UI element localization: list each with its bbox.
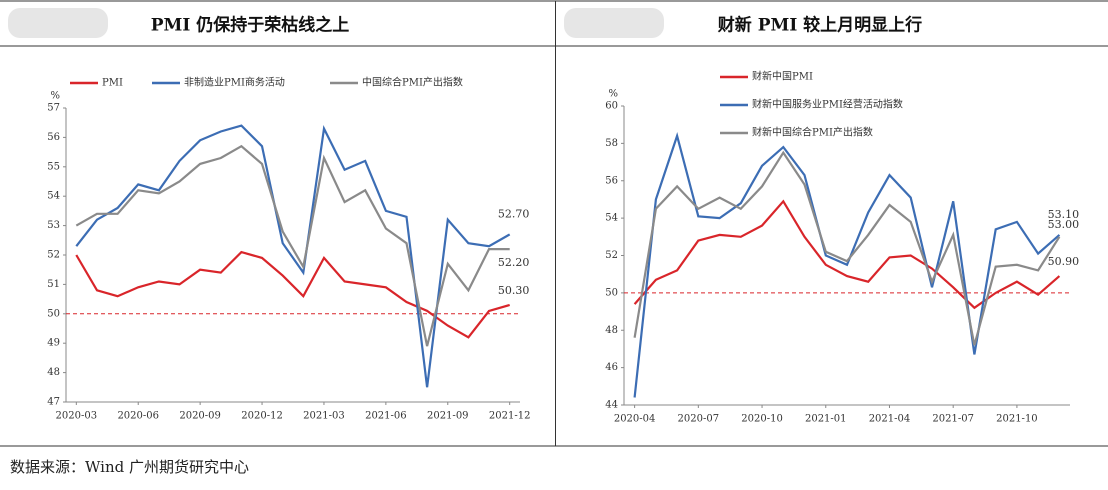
legend-label: 财新中国服务业PMI经营活动指数 xyxy=(752,98,903,111)
series-line xyxy=(633,150,1061,346)
y-tick-label: 53 xyxy=(47,220,60,231)
value-label: 52.20 xyxy=(498,256,530,269)
series-line xyxy=(75,144,510,347)
series-line xyxy=(75,124,511,388)
y-tick-label: 48 xyxy=(47,367,60,378)
header-decoration xyxy=(8,8,108,38)
x-tick-label: 2020-10 xyxy=(741,414,783,425)
y-tick-label: 56 xyxy=(47,132,60,143)
series-line xyxy=(633,132,1061,398)
y-tick-label: 58 xyxy=(605,138,618,149)
y-tick-label: 47 xyxy=(47,397,60,408)
value-label: 53.00 xyxy=(1048,218,1080,231)
x-tick-label: 2021-03 xyxy=(303,411,345,422)
y-tick-label: 54 xyxy=(47,191,60,202)
x-tick-label: 2021-06 xyxy=(365,411,407,422)
y-tick-label: 50 xyxy=(47,308,60,319)
y-tick-label: 51 xyxy=(47,279,60,290)
y-tick-label: 56 xyxy=(605,175,618,186)
x-tick-label: 2020-07 xyxy=(678,414,720,425)
y-tick-label: 57 xyxy=(47,103,60,114)
header-decoration xyxy=(564,8,664,38)
legend-label: 非制造业PMI商务活动 xyxy=(184,76,285,89)
y-tick-label: 46 xyxy=(605,362,618,373)
y-unit: % xyxy=(608,89,618,100)
x-tick-label: 2021-12 xyxy=(489,411,531,422)
y-tick-label: 48 xyxy=(605,325,618,336)
x-tick-label: 2021-07 xyxy=(932,414,974,425)
value-label: 50.30 xyxy=(498,284,530,297)
y-unit: % xyxy=(50,91,60,102)
chart-title: 财新 PMI 较上月明显上行 xyxy=(717,15,922,36)
value-label: 52.70 xyxy=(498,207,530,220)
y-tick-label: 55 xyxy=(47,161,60,172)
legend-label: 中国综合PMI产出指数 xyxy=(362,76,463,89)
value-label: 53.10 xyxy=(1048,208,1080,221)
series-line xyxy=(633,199,1061,310)
source-note: 数据来源：Wind 广州期货研究中心 xyxy=(10,458,249,476)
legend-label: PMI xyxy=(102,78,123,89)
x-tick-label: 2020-06 xyxy=(117,411,159,422)
y-tick-label: 50 xyxy=(605,287,618,298)
y-tick-label: 44 xyxy=(605,400,618,411)
y-tick-label: 52 xyxy=(605,250,618,261)
y-tick-label: 52 xyxy=(47,250,60,261)
y-tick-label: 54 xyxy=(605,213,618,224)
x-tick-label: 2021-10 xyxy=(996,414,1038,425)
chart-title: PMI 仍保持于荣枯线之上 xyxy=(151,15,349,36)
x-tick-label: 2020-12 xyxy=(241,411,283,422)
y-tick-label: 49 xyxy=(47,338,60,349)
legend-label: 财新中国综合PMI产出指数 xyxy=(752,126,873,139)
series-line xyxy=(75,250,511,339)
x-tick-label: 2020-04 xyxy=(614,414,656,425)
x-tick-label: 2021-01 xyxy=(805,414,847,425)
x-tick-label: 2020-03 xyxy=(56,411,98,422)
legend-label: 财新中国PMI xyxy=(752,70,813,83)
x-tick-label: 2021-04 xyxy=(869,414,911,425)
x-tick-label: 2020-09 xyxy=(179,411,221,422)
value-label: 50.90 xyxy=(1048,255,1080,268)
y-tick-label: 60 xyxy=(605,101,618,112)
x-tick-label: 2021-09 xyxy=(427,411,469,422)
